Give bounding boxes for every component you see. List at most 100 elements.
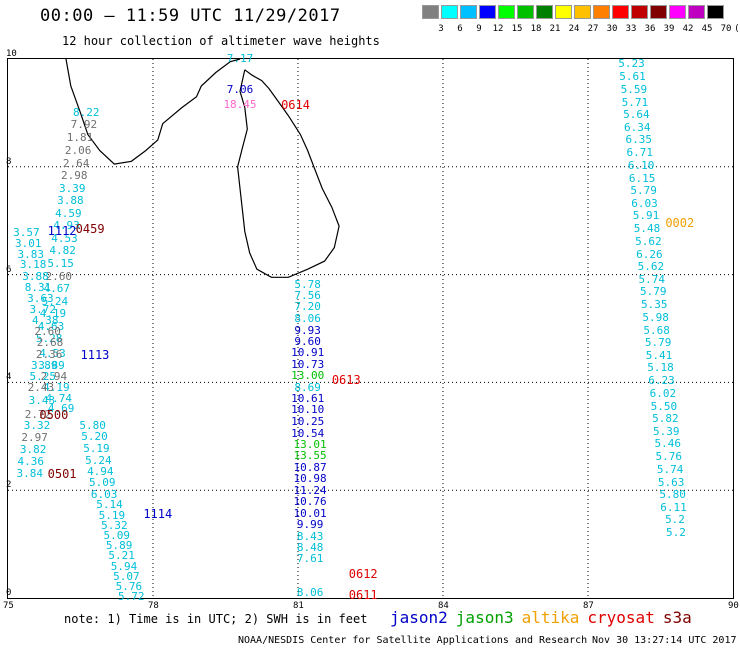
wave-height-value: 5.23 [618, 57, 645, 71]
wave-height-value: 5.39 [653, 424, 680, 438]
wave-height-value: 9.99 [296, 518, 324, 532]
wave-height-value: 10.61 [291, 392, 325, 406]
legend-swatch [631, 5, 648, 19]
legend-label: 36 [644, 24, 656, 34]
legend-swatch [612, 5, 629, 19]
pass-time-label: 0500 [39, 407, 69, 422]
wave-height-value: 2.36 [35, 348, 63, 362]
legend-label: 24 [568, 24, 580, 34]
wave-height-value: 4.93 [53, 219, 80, 233]
legend-swatch [479, 5, 496, 19]
legend-swatch [517, 5, 534, 19]
wave-height-value: 3.88 [22, 269, 49, 283]
wave-height-value: 3.32 [23, 418, 51, 432]
wave-height-value: 2.98 [60, 168, 88, 182]
satellite-legend: jason2 jason3 altika cryosat s3a [390, 608, 700, 627]
wave-height-value: 5.64 [623, 108, 650, 122]
wave-height-value: 4.53 [39, 346, 66, 360]
wave-height-value: 6.35 [625, 133, 653, 147]
wave-height-value: 4.53 [51, 232, 78, 246]
legend-label: 39 [663, 24, 675, 34]
wave-height-value: 5.14 [96, 498, 123, 512]
pass-time-label: 0002 [665, 216, 695, 231]
wave-height-value: 9.60 [294, 334, 321, 348]
legend-swatch [574, 5, 591, 19]
wave-height-value: 2.68 [36, 336, 64, 350]
y-tick-label: 10 [6, 49, 17, 59]
pass-time-label: 1114 [143, 507, 173, 522]
wave-height-value: 5.41 [645, 348, 673, 362]
x-tick-label: 90 [728, 601, 739, 611]
wave-height-value: 3.82 [19, 442, 47, 456]
legend-swatch [536, 5, 553, 19]
wave-height-value: 13.00 [291, 369, 325, 383]
wave-height-value: 3.83 [17, 247, 44, 261]
satellite-name: s3a [662, 608, 692, 627]
wave-height-value: 5.80 [659, 488, 686, 502]
legend-swatch [707, 5, 724, 19]
legend-label: 70 [720, 24, 732, 34]
wave-height-value: 5.25 [29, 370, 57, 383]
wave-height-value: 6.23 [648, 374, 675, 388]
wave-height-value: 5.48 [633, 222, 661, 236]
legend-label: 42 [682, 24, 694, 34]
wave-height-value: 3.84 [16, 467, 44, 481]
wave-height-value: 5.72 [118, 590, 145, 604]
wave-height-value: 5.19 [98, 508, 126, 522]
legend-swatch [650, 5, 667, 19]
wave-height-value: 10.01 [293, 506, 327, 520]
wave-height-value: 11.24 [293, 483, 327, 497]
wave-height-value: 4.74 [45, 391, 73, 405]
wave-height-value: 3.89 [38, 359, 65, 373]
legend-label: 9 [476, 24, 482, 34]
legend-label: 15 [511, 24, 523, 34]
wave-height-value: 4.67 [43, 282, 71, 296]
legend-label: 3 [438, 24, 444, 34]
wave-height-value: 5.68 [643, 323, 670, 337]
wave-height-value: 3.88 [57, 194, 84, 208]
pass-time-label: 0614 [281, 97, 310, 112]
wave-height-value: 5.76 [115, 580, 143, 594]
legend-swatch [555, 5, 572, 19]
legend-swatch [422, 5, 439, 19]
pass-time-label: 0613 [331, 372, 361, 387]
wave-height-value: 18.45 [223, 97, 257, 111]
units-note: note: 1) Time is in UTC; 2) SWH is in fe… [64, 612, 368, 626]
wave-height-value: 2.60 [45, 269, 73, 283]
wave-height-value: 5.63 [657, 475, 685, 489]
coastline-sri-lanka [236, 69, 340, 278]
wave-height-value: 5.80 [79, 418, 106, 432]
wave-height-value: 3.57 [13, 225, 40, 239]
wave-height-value: 4.36 [17, 455, 44, 469]
map-canvas [8, 59, 733, 598]
wave-height-value: 10.10 [291, 403, 325, 417]
wave-height-value: 5.19 [83, 441, 110, 455]
wave-height-value: 5.35 [640, 298, 668, 312]
wave-height-value: 10.76 [293, 495, 327, 509]
wave-height-value: 5.18 [647, 361, 674, 375]
wave-height-value: 4.94 [87, 464, 114, 478]
legend-swatch [669, 5, 686, 19]
wave-height-value: 5.98 [642, 310, 669, 324]
wave-height-value: 10.54 [291, 426, 325, 440]
wave-height-value: 5.79 [630, 184, 657, 198]
generated-timestamp: Nov 30 13:27:14 UTC 2017 [592, 635, 737, 646]
wave-height-value: 6.10 [627, 158, 655, 172]
wave-height-value: 4.63 [37, 319, 65, 333]
wave-height-value: 6.03 [631, 196, 658, 210]
wave-height-value: 4.59 [55, 206, 82, 220]
wave-height-value: 5.24 [85, 453, 112, 467]
wave-height-value: 3.89 [31, 359, 58, 373]
wave-height-value: 5.07 [113, 569, 140, 583]
satellite-name: altika [521, 608, 580, 627]
wave-height-value: 9.93 [294, 323, 321, 337]
page-title: 00:00 – 11:59 UTC 11/29/2017 [40, 6, 341, 26]
wave-height-value: 7.56 [294, 289, 321, 303]
wave-height-value: 13.55 [293, 449, 327, 463]
wave-height-value: 5.28 [35, 332, 63, 346]
wave-height-value: 1.81 [66, 131, 94, 145]
wave-height-value: 5.74 [638, 272, 666, 286]
wave-height-value: 4.19 [39, 307, 67, 321]
wave-height-value: 6.71 [626, 146, 653, 160]
